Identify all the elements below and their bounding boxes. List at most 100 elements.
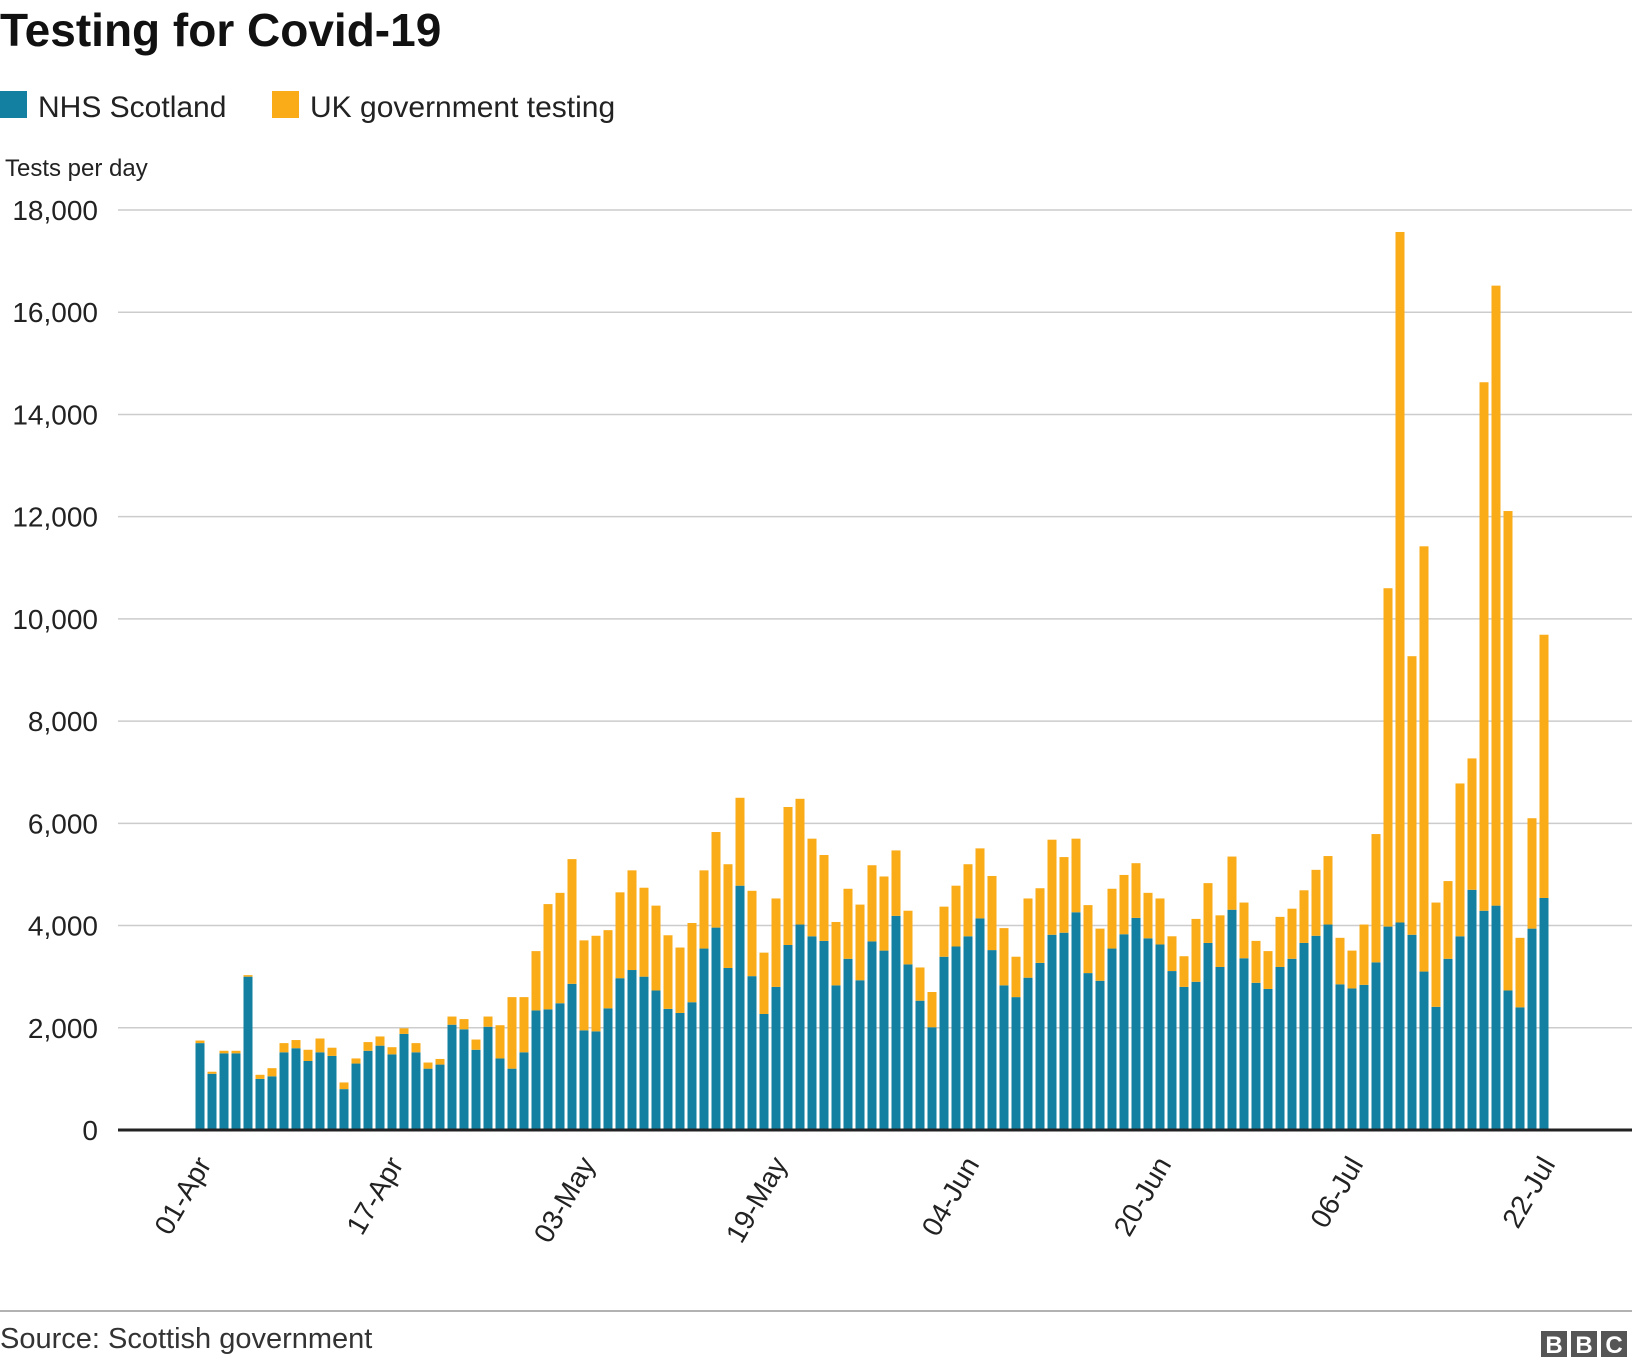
bar-nhs-scotland [255, 1078, 265, 1130]
bar-nhs-scotland [843, 958, 853, 1130]
bar-nhs-scotland [471, 1049, 481, 1130]
bar-nhs-scotland [963, 936, 973, 1130]
bar-uk-government-testing [447, 1016, 457, 1025]
bar-uk-government-testing [867, 865, 877, 942]
bar-nhs-scotland [1215, 966, 1225, 1130]
bar-nhs-scotland [975, 918, 985, 1130]
bar-uk-government-testing [195, 1040, 205, 1044]
bar-nhs-scotland [399, 1033, 409, 1130]
bar-uk-government-testing [411, 1043, 421, 1053]
bar-uk-government-testing [891, 850, 901, 916]
bar-uk-government-testing [699, 870, 709, 949]
bar-uk-government-testing [1287, 908, 1297, 959]
bar-uk-government-testing [723, 864, 733, 968]
bar-uk-government-testing [747, 890, 757, 977]
bar-uk-government-testing [879, 876, 889, 951]
bar-nhs-scotland [723, 967, 733, 1130]
bar-nhs-scotland [675, 1012, 685, 1130]
svg-text:C: C [1605, 1332, 1622, 1359]
bar-nhs-scotland [891, 915, 901, 1130]
bar-nhs-scotland [1491, 905, 1501, 1130]
bar-nhs-scotland [1479, 910, 1489, 1130]
bar-uk-government-testing [591, 935, 601, 1032]
y-tick-label: 4,000 [28, 911, 98, 942]
bar-uk-government-testing [1119, 874, 1129, 935]
bar-uk-government-testing [1035, 888, 1045, 963]
bar-nhs-scotland [819, 940, 829, 1130]
bar-uk-government-testing [531, 951, 541, 1011]
bar-nhs-scotland [1455, 936, 1465, 1130]
bar-nhs-scotland [231, 1053, 241, 1130]
bar-uk-government-testing [1455, 783, 1465, 937]
bar-nhs-scotland [531, 1010, 541, 1130]
bar-uk-government-testing [1371, 834, 1381, 963]
bars [118, 231, 1632, 1132]
bar-nhs-scotland [1191, 981, 1201, 1130]
bar-nhs-scotland [1167, 971, 1177, 1130]
bar-nhs-scotland [351, 1063, 361, 1130]
bar-nhs-scotland [1371, 962, 1381, 1130]
bar-nhs-scotland [447, 1024, 457, 1130]
bar-uk-government-testing [1431, 902, 1441, 1007]
y-tick-label: 16,000 [12, 297, 98, 328]
bar-nhs-scotland [591, 1031, 601, 1130]
bar-nhs-scotland [363, 1050, 373, 1130]
bar-uk-government-testing [1083, 905, 1093, 974]
bar-nhs-scotland [639, 976, 649, 1130]
chart-title: Testing for Covid-19 [0, 4, 441, 56]
bar-nhs-scotland [1431, 1006, 1441, 1130]
bar-uk-government-testing [939, 906, 949, 957]
bar-nhs-scotland [915, 1000, 925, 1130]
bar-nhs-scotland [567, 983, 577, 1130]
bar-nhs-scotland [243, 976, 253, 1130]
bar-uk-government-testing [1503, 511, 1513, 991]
bar-nhs-scotland [459, 1029, 469, 1130]
bbc-logo: B B C [1541, 1331, 1627, 1359]
bar-uk-government-testing [1215, 915, 1225, 967]
bar-uk-government-testing [555, 892, 565, 1004]
bar-nhs-scotland [855, 980, 865, 1130]
bar-nhs-scotland [1503, 990, 1513, 1130]
bar-uk-government-testing [987, 875, 997, 951]
bar-nhs-scotland [195, 1043, 205, 1130]
y-axis-label: Tests per day [5, 155, 148, 182]
bar-uk-government-testing [471, 1039, 481, 1050]
bar-uk-government-testing [1191, 918, 1201, 982]
bar-uk-government-testing [435, 1058, 445, 1065]
bar-uk-government-testing [315, 1038, 325, 1053]
bar-uk-government-testing [519, 997, 529, 1053]
bar-uk-government-testing [1239, 902, 1249, 959]
bar-uk-government-testing [423, 1062, 433, 1069]
bar-nhs-scotland [507, 1068, 517, 1130]
bar-uk-government-testing [1323, 856, 1333, 925]
bar-uk-government-testing [651, 905, 661, 991]
bar-nhs-scotland [339, 1089, 349, 1130]
bar-nhs-scotland [1035, 962, 1045, 1130]
bar-uk-government-testing [1059, 857, 1069, 933]
bar-nhs-scotland [771, 986, 781, 1130]
bar-uk-government-testing [831, 921, 841, 986]
source-note: Source: Scottish government [0, 1323, 372, 1355]
bar-nhs-scotland [951, 946, 961, 1130]
bar-uk-government-testing [219, 1050, 229, 1054]
bar-nhs-scotland [1539, 897, 1549, 1130]
bar-uk-government-testing [1011, 956, 1021, 998]
bar-uk-government-testing [963, 864, 973, 937]
bar-uk-government-testing [543, 904, 553, 1010]
bar-nhs-scotland [1347, 988, 1357, 1130]
bar-uk-government-testing [735, 797, 745, 886]
bar-uk-government-testing [1131, 863, 1141, 918]
bar-uk-government-testing [1479, 382, 1489, 911]
bar-nhs-scotland [219, 1053, 229, 1130]
bar-uk-government-testing [951, 885, 961, 947]
bar-nhs-scotland [1395, 922, 1405, 1130]
bar-nhs-scotland [579, 1030, 589, 1130]
legend-swatch-uk-government-testing [272, 91, 299, 118]
x-tick-label: 06-Jul [1304, 1152, 1369, 1234]
bar-uk-government-testing [291, 1040, 301, 1049]
bar-nhs-scotland [1287, 958, 1297, 1130]
bar-uk-government-testing [1443, 881, 1453, 959]
bar-uk-government-testing [1515, 937, 1525, 1008]
y-axis-ticks: 0 2,000 4,000 6,000 8,000 10,000 12,000 14,000 1… [12, 195, 98, 1146]
bar-uk-government-testing [567, 859, 577, 984]
